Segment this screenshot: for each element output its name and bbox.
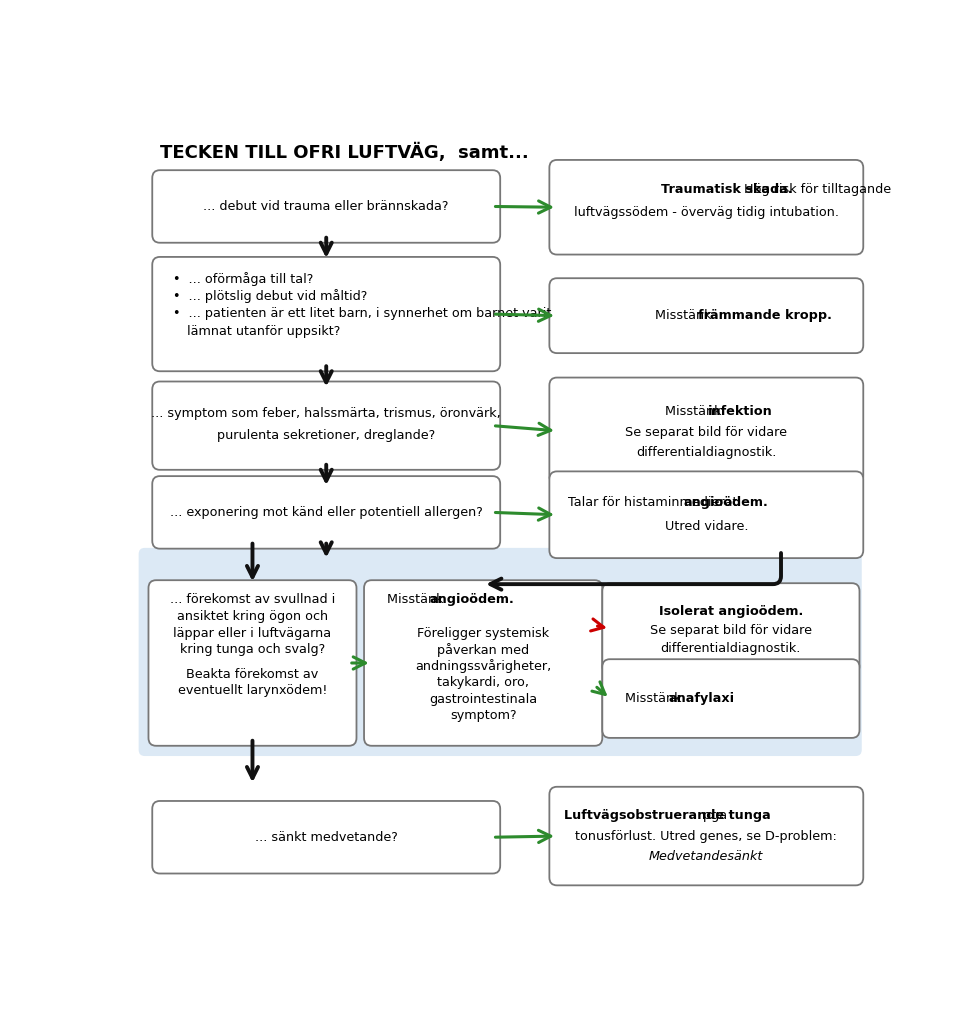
Text: infektion: infektion — [708, 404, 773, 418]
Text: andningssvårigheter,: andningssvårigheter, — [415, 659, 551, 673]
Text: Misstänk: Misstänk — [655, 309, 715, 323]
Text: läppar eller i luftvägarna: läppar eller i luftvägarna — [174, 627, 332, 640]
FancyBboxPatch shape — [549, 160, 863, 255]
Text: pga: pga — [699, 809, 727, 822]
FancyBboxPatch shape — [148, 581, 356, 745]
Text: Föreligger systemisk: Föreligger systemisk — [417, 627, 549, 640]
Text: ansiktet kring ögon och: ansiktet kring ögon och — [177, 610, 328, 623]
Text: Beakta förekomst av: Beakta förekomst av — [186, 668, 318, 681]
Text: Talar för histaminmedierat: Talar för histaminmedierat — [568, 497, 742, 509]
FancyBboxPatch shape — [152, 801, 501, 873]
Text: Medvetandesänkt: Medvetandesänkt — [649, 850, 763, 863]
FancyBboxPatch shape — [152, 476, 501, 549]
Text: påverkan med: påverkan med — [437, 643, 529, 656]
Text: ... debut vid trauma eller brännskada?: ... debut vid trauma eller brännskada? — [203, 200, 449, 213]
FancyBboxPatch shape — [549, 279, 863, 353]
Text: ... förekomst av svullnad i: ... förekomst av svullnad i — [170, 594, 335, 606]
Text: •  ... oförmåga till tal?: • ... oförmåga till tal? — [174, 272, 314, 286]
Text: eventuellt larynxödem!: eventuellt larynxödem! — [178, 684, 327, 697]
Text: Traumatisk skada.: Traumatisk skada. — [661, 183, 793, 197]
Text: tonusförlust. Utred genes, se D-problem:: tonusförlust. Utred genes, se D-problem: — [576, 829, 837, 843]
FancyBboxPatch shape — [549, 378, 863, 484]
Text: differentialdiagnostik.: differentialdiagnostik. — [636, 445, 777, 459]
Text: Luftvägsobstruerande tunga: Luftvägsobstruerande tunga — [564, 809, 771, 822]
FancyBboxPatch shape — [139, 548, 862, 756]
Text: främmande kropp.: främmande kropp. — [698, 309, 832, 323]
Text: •  ... plötslig debut vid måltid?: • ... plötslig debut vid måltid? — [174, 290, 368, 303]
FancyBboxPatch shape — [549, 471, 863, 558]
FancyBboxPatch shape — [152, 257, 501, 372]
Text: symptom?: symptom? — [450, 710, 516, 722]
Text: ... symptom som feber, halssmärta, trismus, öronvärk,: ... symptom som feber, halssmärta, trism… — [151, 408, 501, 420]
FancyBboxPatch shape — [602, 584, 860, 674]
Text: Misstänk: Misstänk — [665, 404, 725, 418]
Text: differentialdiagnostik.: differentialdiagnostik. — [661, 642, 801, 654]
Text: Hög risk för tilltagande: Hög risk för tilltagande — [741, 183, 891, 197]
Text: kring tunga och svalg?: kring tunga och svalg? — [180, 643, 325, 656]
Text: anafylaxi: anafylaxi — [669, 692, 734, 706]
FancyBboxPatch shape — [549, 786, 863, 886]
Text: lämnat utanför uppsikt?: lämnat utanför uppsikt? — [187, 325, 341, 338]
Text: takykardi, oro,: takykardi, oro, — [437, 676, 529, 689]
Text: angioödem.: angioödem. — [683, 497, 768, 509]
Text: Utred vidare.: Utred vidare. — [665, 520, 748, 534]
FancyBboxPatch shape — [152, 382, 501, 470]
Text: purulenta sekretioner, dreglande?: purulenta sekretioner, dreglande? — [217, 429, 435, 442]
Text: Misstänk: Misstänk — [386, 594, 447, 606]
Text: angioödem.: angioödem. — [429, 594, 514, 606]
Text: Isolerat angioödem.: Isolerat angioödem. — [659, 605, 803, 617]
Text: ... sänkt medvetande?: ... sänkt medvetande? — [255, 830, 397, 844]
Text: luftvägssödem - överväg tidig intubation.: luftvägssödem - överväg tidig intubation… — [574, 206, 838, 219]
Text: •  ... patienten är ett litet barn, i synnerhet om barnet varit: • ... patienten är ett litet barn, i syn… — [174, 307, 551, 321]
FancyBboxPatch shape — [602, 659, 860, 738]
FancyBboxPatch shape — [364, 581, 602, 745]
FancyBboxPatch shape — [152, 170, 501, 243]
Text: ... exponering mot känd eller potentiell allergen?: ... exponering mot känd eller potentiell… — [170, 506, 483, 519]
Text: gastrointestinala: gastrointestinala — [429, 693, 537, 706]
Text: Se separat bild för vidare: Se separat bild för vidare — [626, 426, 788, 439]
Text: TECKEN TILL OFRI LUFTVÄG,  samt...: TECKEN TILL OFRI LUFTVÄG, samt... — [160, 142, 529, 162]
Text: Misstänk: Misstänk — [625, 692, 685, 706]
Text: Se separat bild för vidare: Se separat bild för vidare — [650, 624, 812, 637]
